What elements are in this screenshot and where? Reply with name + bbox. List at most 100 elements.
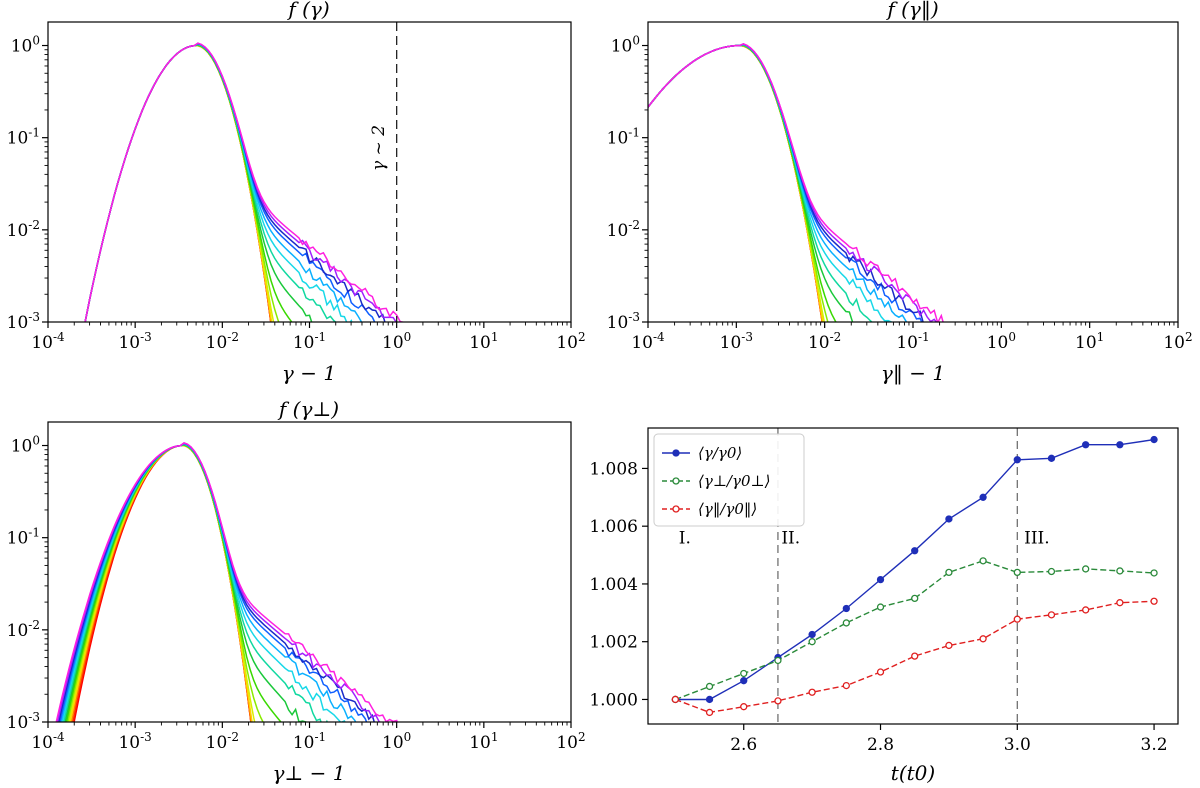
data-point (945, 641, 953, 650)
x-tick-label: 10-1 (293, 730, 326, 753)
x-tick-label: 3.2 (1141, 735, 1168, 755)
panel-f-gamma: f (γ) γ ~ 2 10-4 10-3 10-2 10-1 100 101 10210-… (7, 0, 586, 385)
x-tick-label: 102 (1163, 330, 1192, 353)
data-point (876, 603, 885, 611)
distribution-curve (84, 44, 273, 322)
distribution-curve (84, 44, 272, 322)
distribution-curve (84, 42, 386, 322)
y-tick-label: 100 (611, 34, 640, 57)
data-point (945, 568, 953, 577)
data-point (1047, 454, 1056, 462)
data-point (1116, 567, 1124, 575)
data-point (705, 708, 714, 717)
plot-frame (647, 427, 1179, 725)
distribution-curve (55, 441, 398, 722)
x-tick-label: 102 (556, 730, 585, 753)
data-point (1047, 567, 1056, 576)
x-tick-label: 100 (382, 330, 411, 353)
legend-box (653, 433, 805, 527)
x-tick-label: 10-4 (31, 330, 65, 353)
y-tick-label: 10-3 (7, 710, 40, 733)
data-point (705, 695, 714, 704)
distribution-curve (648, 44, 854, 322)
data-point (740, 677, 748, 685)
distribution-curve (84, 44, 272, 322)
distribution-curve (648, 43, 908, 322)
data-point (979, 635, 987, 643)
distribution-curve (84, 44, 272, 322)
y-tick-label: 10-3 (607, 310, 640, 333)
data-point (1150, 569, 1158, 577)
y-tick-label: 10-2 (7, 618, 40, 641)
x-tick-label: 10-3 (118, 330, 151, 353)
distribution-curve (648, 43, 924, 322)
y-tick-label: 100 (11, 434, 40, 457)
region-labels: I. II. III. (679, 529, 1050, 549)
x-tick-label: 10-2 (808, 330, 841, 353)
data-point (1116, 599, 1124, 607)
data-point (774, 656, 782, 665)
data-point (808, 630, 816, 639)
data-point (1150, 597, 1158, 605)
panel-title: f (γ⊥) (277, 397, 339, 421)
region-label: II. (781, 529, 800, 549)
data-point (1082, 441, 1090, 449)
data-point (808, 688, 816, 696)
distribution-curve (84, 42, 363, 322)
data-point (979, 557, 987, 565)
curves-group (55, 441, 398, 722)
legend-marker (672, 477, 680, 485)
plot-frame (647, 21, 1179, 323)
distribution-curve (84, 43, 337, 322)
threshold-annotation: γ ~ 2 (369, 125, 389, 171)
distribution-curve (84, 42, 405, 322)
data-point (1116, 441, 1124, 449)
data-point (705, 682, 714, 691)
x-tick-label: 10-1 (896, 330, 929, 353)
legend-entry: ⟨γ‖/γ0‖⟩ (698, 500, 757, 518)
x-tick-label: 10-2 (206, 730, 239, 753)
x-tick-label: 2.8 (867, 735, 894, 755)
data-point (911, 652, 919, 660)
y-tick-label: 10-3 (7, 310, 40, 333)
panel-title: f (γ) (286, 0, 329, 21)
data-point (979, 493, 987, 501)
legend-entry: ⟨γ⊥/γ0⊥⟩ (698, 472, 770, 490)
x-tick-label: 10-3 (720, 330, 753, 353)
distribution-curve (84, 43, 313, 322)
series-line (675, 600, 1155, 714)
data-point (1150, 435, 1158, 444)
x-axis-label: t(t0) (891, 761, 935, 785)
region-label: I. (679, 529, 691, 549)
distribution-curve (648, 42, 944, 322)
axes: 2.6 2.8 3.0 3.2 1.000 1.002 1.004 1.006 1.008 (589, 459, 1167, 755)
x-tick-label: 100 (987, 330, 1016, 353)
data-point (740, 703, 748, 711)
distribution-curve (648, 44, 829, 322)
region-label: III. (1024, 529, 1050, 549)
y-tick-label: 1.000 (589, 690, 638, 710)
legend: ⟨γ/γ0⟩ ⟨γ⊥/γ0⊥⟩ ⟨γ‖/γ0‖⟩ (653, 433, 805, 527)
x-tick-label: 100 (382, 730, 411, 753)
x-tick-label: 2.6 (730, 735, 757, 755)
data-point (1047, 611, 1056, 619)
distribution-curve (648, 43, 897, 322)
x-axis-label: γ⊥ − 1 (273, 761, 346, 785)
data-point (842, 604, 850, 613)
x-axis-label: γ‖ − 1 (881, 361, 945, 386)
distribution-curve (648, 44, 873, 322)
series-line (675, 560, 1155, 701)
y-tick-label: 1.002 (589, 633, 638, 653)
y-tick-label: 10-2 (7, 218, 40, 241)
distribution-curve (84, 42, 376, 322)
data-point (842, 619, 850, 627)
data-point (876, 575, 885, 584)
x-tick-label: 10-2 (206, 330, 239, 353)
data-point (808, 638, 816, 646)
data-point (1082, 565, 1090, 573)
x-axis-label: γ − 1 (282, 361, 336, 385)
